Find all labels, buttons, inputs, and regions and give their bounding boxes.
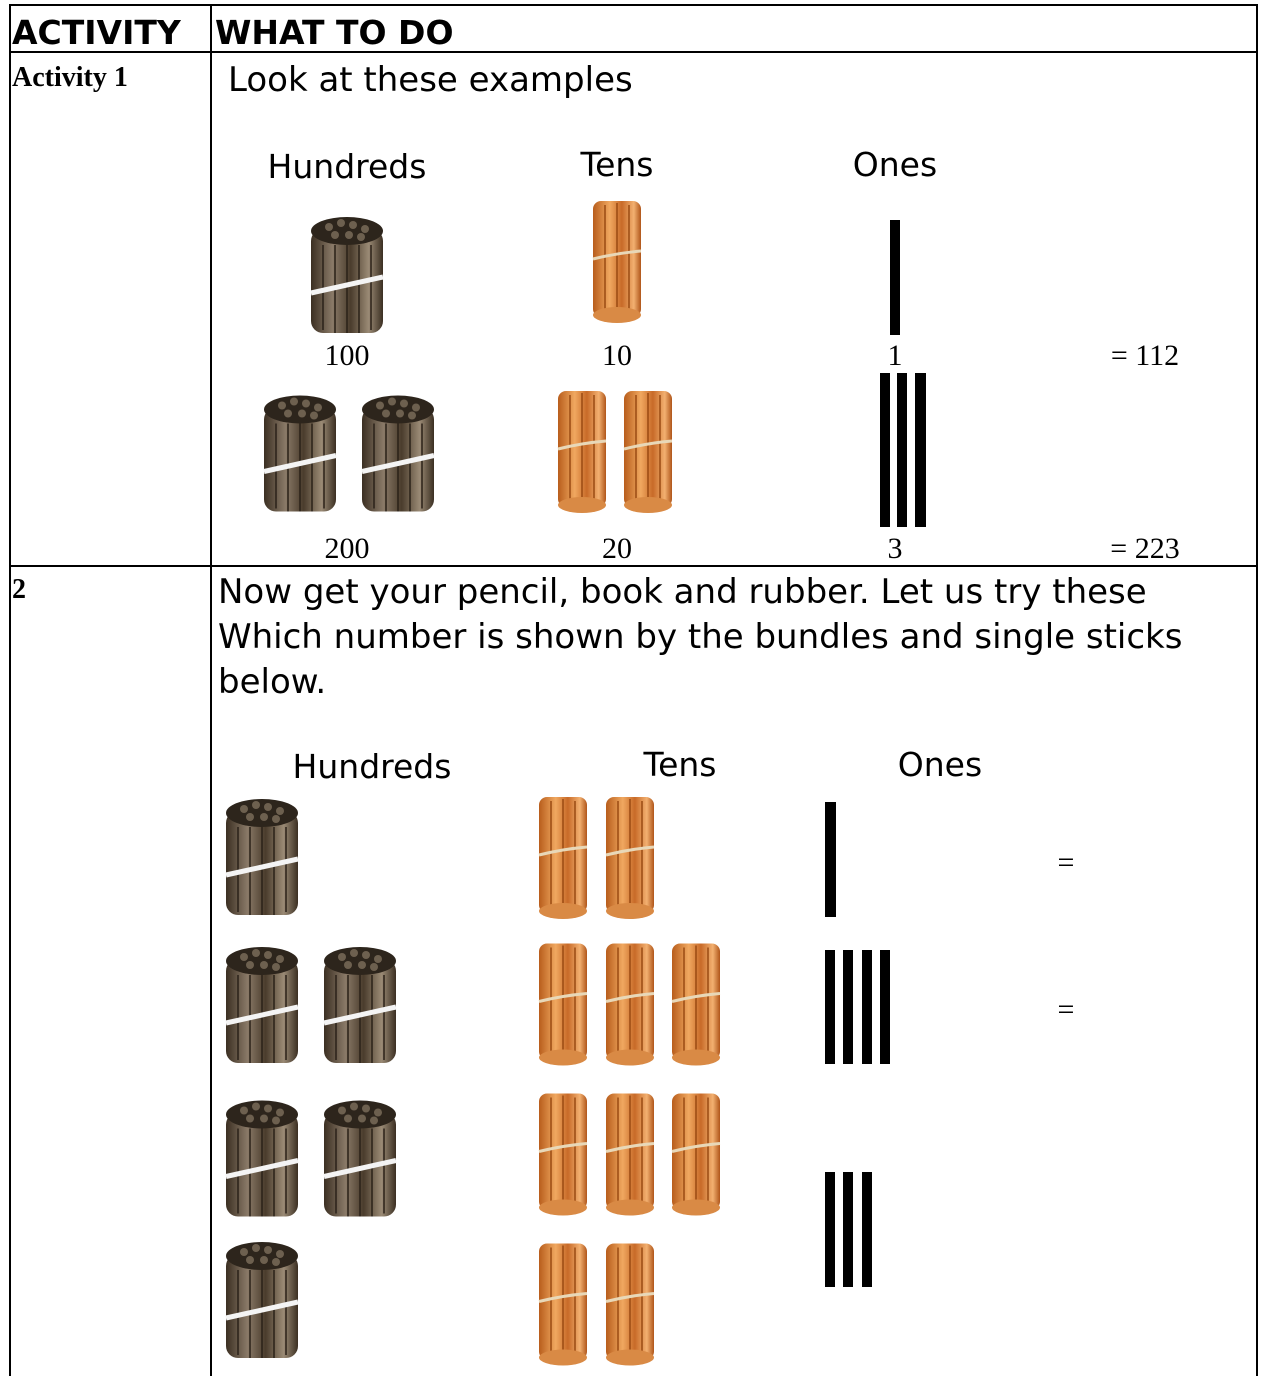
ten-bundle <box>604 941 656 1068</box>
ten-bundle <box>670 941 722 1068</box>
column-heading: Ones <box>898 745 982 784</box>
ten-bundle <box>604 1241 656 1368</box>
place-value: 100 <box>325 339 370 372</box>
ten-bundle <box>537 795 589 921</box>
header-cell: WHAT TO DO <box>215 13 454 52</box>
column-heading: Ones <box>853 145 937 184</box>
activity-label: 2 <box>12 574 26 605</box>
ten-bundle <box>556 389 608 515</box>
place-value: 1 <box>888 339 903 372</box>
place-value: 20 <box>602 532 632 565</box>
column-heading: Tens <box>580 145 654 184</box>
ten-bundle <box>537 1091 589 1218</box>
hundred-bundle <box>226 947 298 1063</box>
equals: = <box>1058 846 1075 879</box>
place-value: 3 <box>888 532 903 565</box>
place-value: 200 <box>325 532 370 565</box>
single-sticks <box>825 950 890 1064</box>
column-heading: Tens <box>643 745 717 784</box>
hundred-bundle <box>226 799 298 915</box>
ten-bundle <box>537 1241 589 1368</box>
hundred-bundle <box>226 1101 298 1217</box>
column-heading: Hundreds <box>293 747 452 786</box>
result: = 112 <box>1111 339 1179 372</box>
ten-bundle <box>537 941 589 1068</box>
result: = 223 <box>1110 532 1179 565</box>
instruction: Now get your pencil, book and rubber. Le… <box>218 572 1147 612</box>
ten-bundle <box>604 795 656 921</box>
place-value: 10 <box>602 339 632 372</box>
ten-bundle <box>670 1091 722 1218</box>
ten-bundle <box>622 389 674 515</box>
single-stick <box>890 220 900 335</box>
table-grid <box>9 4 1258 1376</box>
instruction: Look at these examples <box>228 60 633 100</box>
single-stick <box>825 802 836 917</box>
instruction: Which number is shown by the bundles and… <box>218 617 1182 657</box>
ten-bundle <box>591 199 643 325</box>
single-sticks <box>825 1172 872 1287</box>
activity-label: Activity 1 <box>12 62 128 93</box>
hundred-bundle <box>226 1242 298 1358</box>
single-sticks <box>880 373 926 527</box>
hundred-bundle <box>324 947 396 1063</box>
hundred-bundle <box>324 1101 396 1217</box>
hundred-bundle <box>362 396 434 512</box>
instruction: below. <box>218 662 326 702</box>
column-heading: Hundreds <box>268 147 427 186</box>
equals: = <box>1058 993 1075 1026</box>
hundred-bundle <box>264 396 336 512</box>
ten-bundle <box>604 1091 656 1218</box>
hundred-bundle <box>311 217 383 333</box>
header-cell: ACTIVITY <box>12 13 182 52</box>
